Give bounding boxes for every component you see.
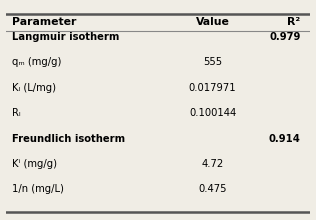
Text: Kⁱ (mg/g): Kⁱ (mg/g) (12, 159, 58, 169)
Text: 0.017971: 0.017971 (189, 83, 236, 93)
Text: Langmuir isotherm: Langmuir isotherm (12, 32, 120, 42)
Text: 0.475: 0.475 (198, 184, 227, 194)
Text: 0.914: 0.914 (269, 134, 301, 143)
Text: 0.979: 0.979 (269, 32, 301, 42)
Text: Value: Value (196, 17, 229, 27)
Text: 555: 555 (203, 57, 222, 68)
Text: Freundlich isotherm: Freundlich isotherm (12, 134, 125, 143)
Text: Kₗ (L/mg): Kₗ (L/mg) (12, 83, 56, 93)
Text: R²: R² (287, 17, 301, 27)
Text: Parameter: Parameter (12, 17, 77, 27)
Text: 0.100144: 0.100144 (189, 108, 236, 118)
Text: Rₗ: Rₗ (12, 108, 21, 118)
Text: qₘ (mg/g): qₘ (mg/g) (12, 57, 62, 68)
Text: 4.72: 4.72 (202, 159, 224, 169)
Text: 1/n (mg/L): 1/n (mg/L) (12, 184, 64, 194)
